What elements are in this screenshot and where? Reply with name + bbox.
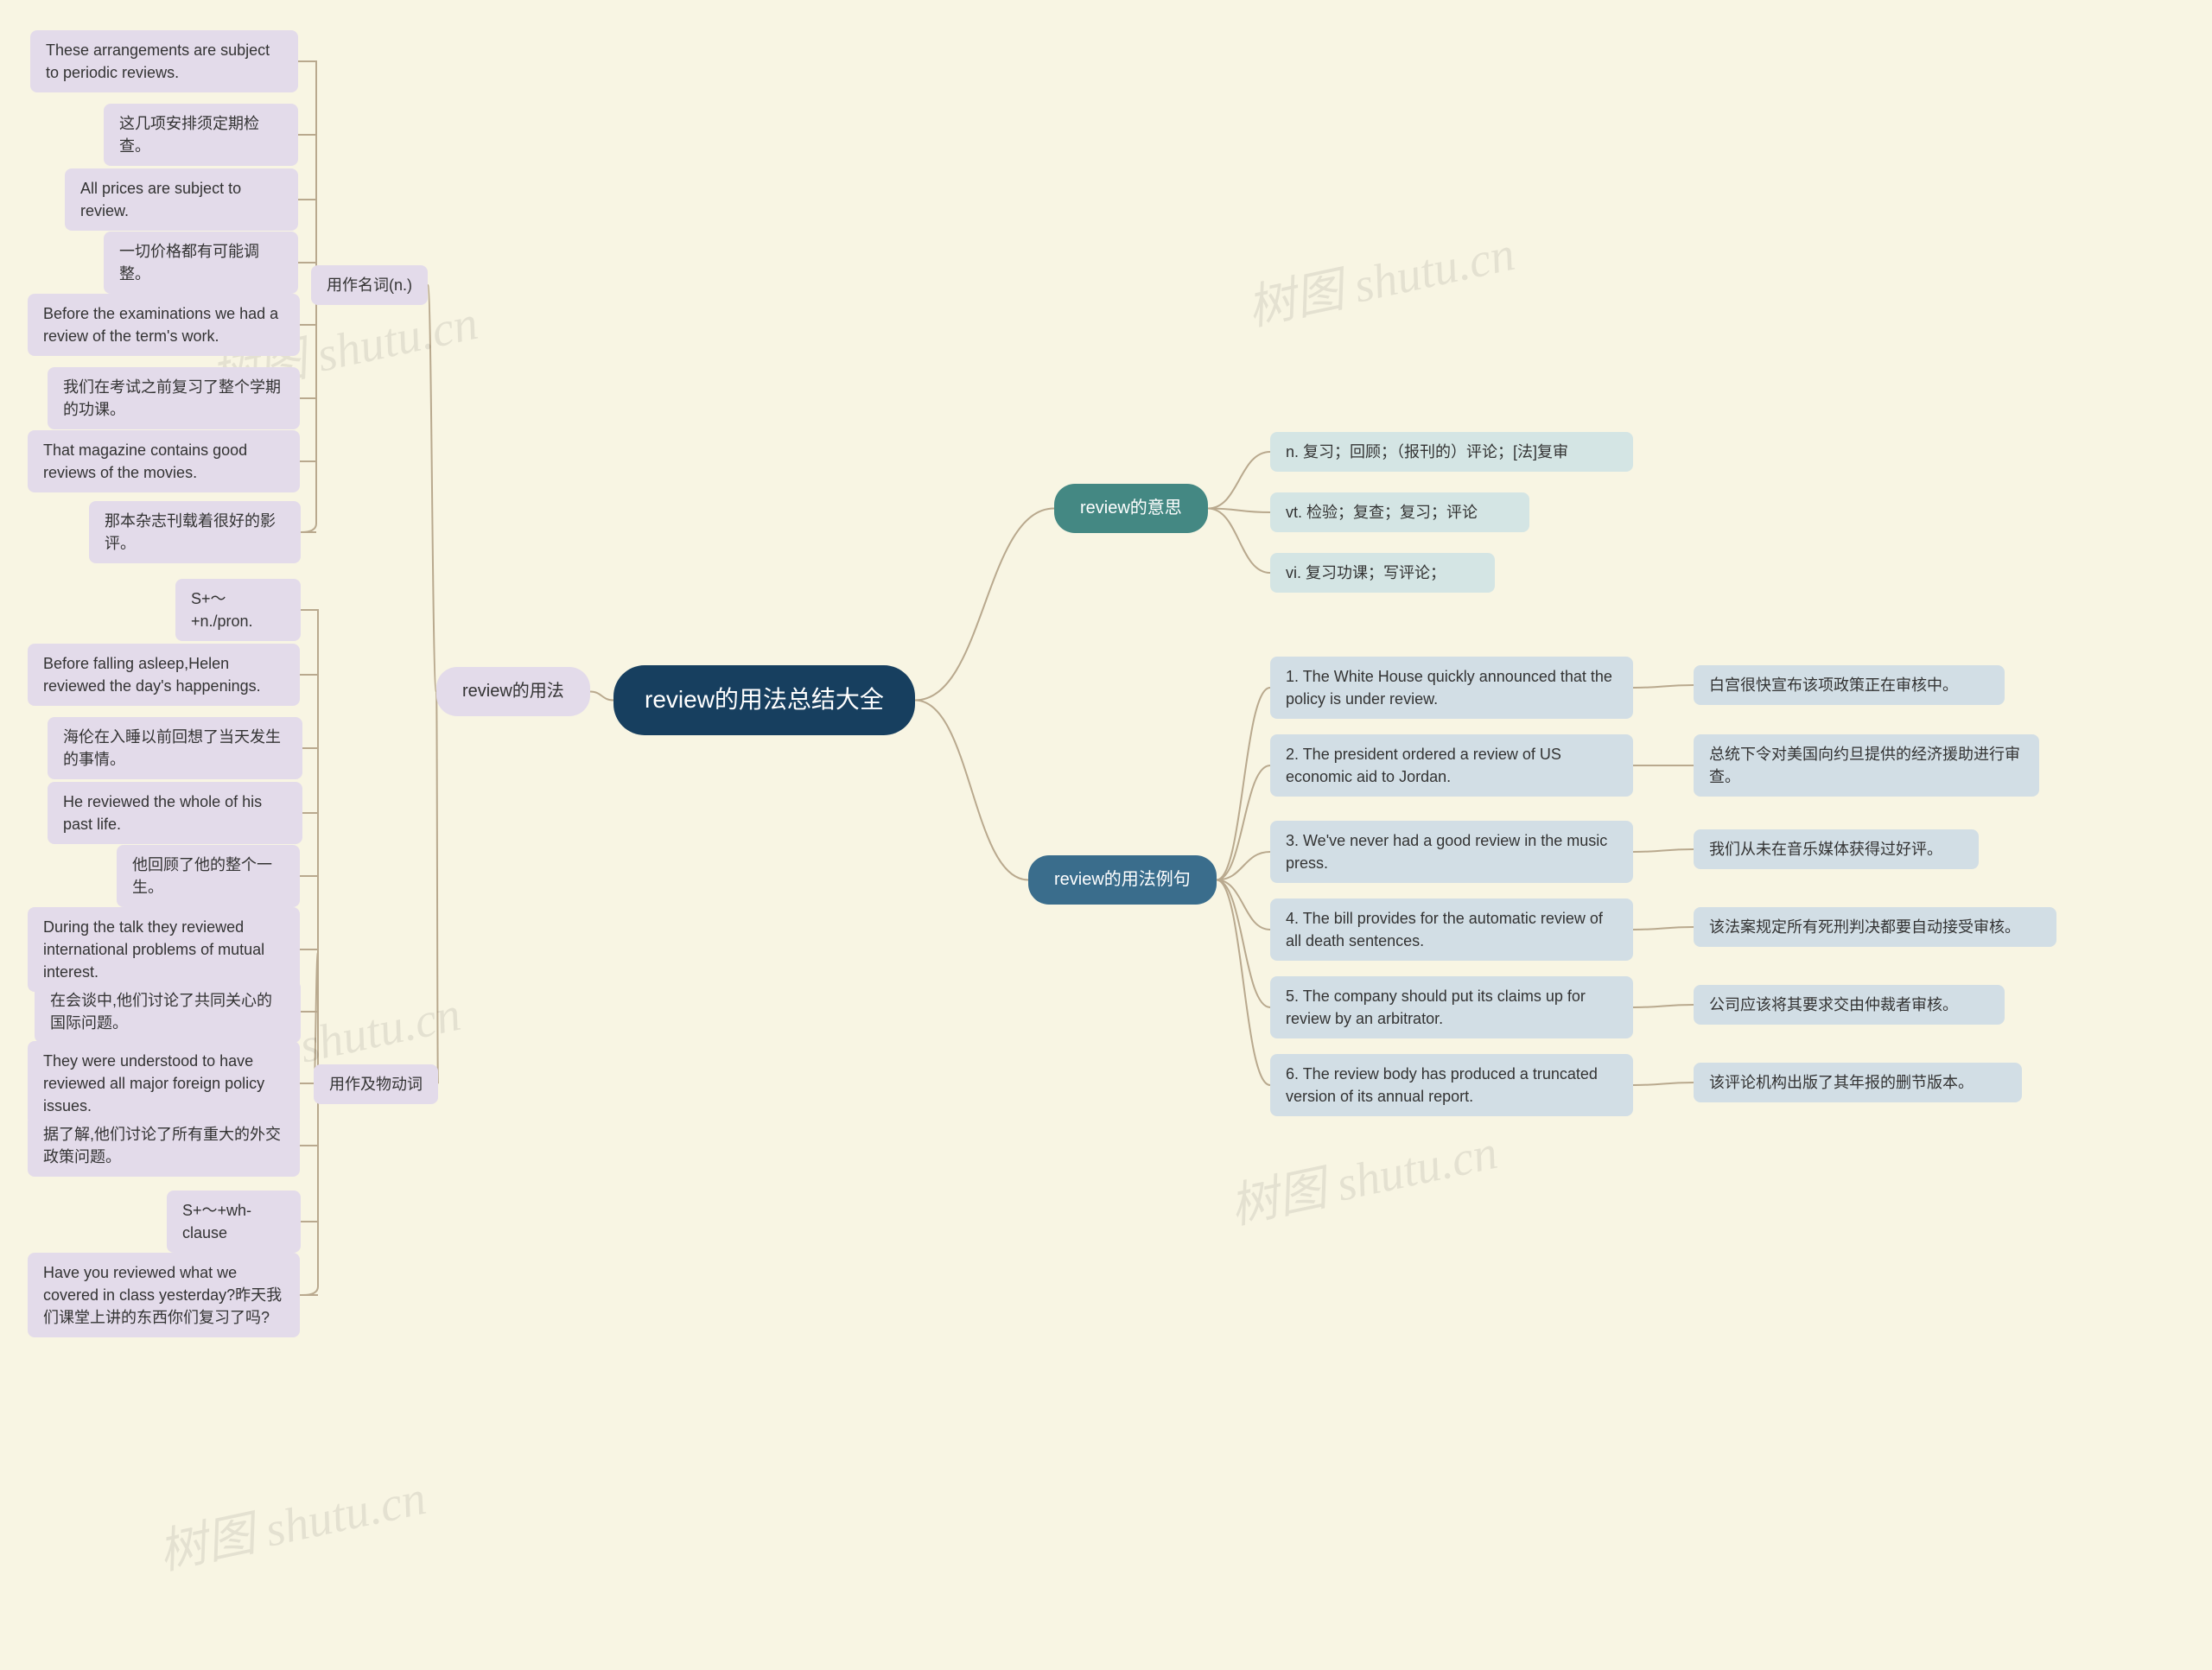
usage-noun-item: That magazine contains good reviews of t… [28, 430, 300, 492]
usage-noun-item: These arrangements are subject to period… [30, 30, 298, 92]
usage-verb-label[interactable]: 用作及物动词 [314, 1064, 438, 1104]
usage-noun-item: 一切价格都有可能调整。 [104, 232, 298, 294]
usage-verb-item: He reviewed the whole of his past life. [48, 782, 302, 844]
usage-noun-item: 那本杂志刊载着很好的影评。 [89, 501, 301, 563]
example-en: 3. We've never had a good review in the … [1270, 821, 1633, 883]
watermark: 树图 shutu.cn [151, 1458, 431, 1584]
usage-verb-item: 海伦在入睡以前回想了当天发生的事情。 [48, 717, 302, 779]
example-en: 4. The bill provides for the automatic r… [1270, 898, 1633, 961]
usage-noun-item: All prices are subject to review. [65, 168, 298, 231]
example-zh: 该评论机构出版了其年报的删节版本。 [1694, 1063, 2022, 1102]
usage-verb-item: They were understood to have reviewed al… [28, 1041, 300, 1126]
usage-verb-item: Before falling asleep,Helen reviewed the… [28, 644, 300, 706]
example-en: 6. The review body has produced a trunca… [1270, 1054, 1633, 1116]
usage-verb-item: S+～+n./pron. [175, 579, 301, 641]
branch-usage[interactable]: review的用法 [436, 667, 590, 716]
usage-verb-item: Have you reviewed what we covered in cla… [28, 1253, 300, 1337]
example-zh: 我们从未在音乐媒体获得过好评。 [1694, 829, 1979, 869]
branch-meaning[interactable]: review的意思 [1054, 484, 1208, 533]
usage-verb-item: 据了解,他们讨论了所有重大的外交政策问题。 [28, 1114, 300, 1177]
meaning-item: vt. 检验；复查；复习；评论 [1270, 492, 1529, 532]
usage-noun-item: 这几项安排须定期检查。 [104, 104, 298, 166]
example-en: 2. The president ordered a review of US … [1270, 734, 1633, 797]
usage-noun-item: 我们在考试之前复习了整个学期的功课。 [48, 367, 300, 429]
usage-verb-item: During the talk they reviewed internatio… [28, 907, 300, 992]
usage-verb-item: 他回顾了他的整个一生。 [117, 845, 300, 907]
example-zh: 公司应该将其要求交由仲裁者审核。 [1694, 985, 2005, 1025]
watermark: 树图 shutu.cn [1240, 214, 1520, 340]
example-zh: 白宫很快宣布该项政策正在审核中。 [1694, 665, 2005, 705]
example-en: 5. The company should put its claims up … [1270, 976, 1633, 1038]
usage-verb-item: 在会谈中,他们讨论了共同关心的国际问题。 [35, 981, 301, 1043]
usage-verb-item: S+～+wh-clause [167, 1191, 301, 1253]
meaning-item: vi. 复习功课；写评论； [1270, 553, 1495, 593]
example-zh: 该法案规定所有死刑判决都要自动接受审核。 [1694, 907, 2056, 947]
example-zh: 总统下令对美国向约旦提供的经济援助进行审查。 [1694, 734, 2039, 797]
example-en: 1. The White House quickly announced tha… [1270, 657, 1633, 719]
central-node[interactable]: review的用法总结大全 [613, 665, 915, 735]
watermark: 树图 shutu.cn [1223, 1113, 1503, 1238]
branch-examples[interactable]: review的用法例句 [1028, 855, 1217, 905]
usage-noun-item: Before the examinations we had a review … [28, 294, 300, 356]
meaning-item: n. 复习；回顾；（报刊的）评论；[法]复审 [1270, 432, 1633, 472]
usage-noun-label[interactable]: 用作名词(n.) [311, 265, 428, 305]
